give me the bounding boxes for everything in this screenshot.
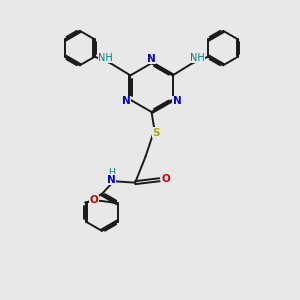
Text: NH: NH (98, 52, 113, 63)
Text: O: O (162, 174, 170, 184)
Text: N: N (147, 54, 156, 64)
Text: H: H (108, 168, 115, 177)
Text: N: N (107, 175, 116, 185)
Text: O: O (90, 195, 98, 205)
Text: N: N (122, 96, 130, 106)
Text: NH: NH (190, 52, 205, 63)
Text: N: N (173, 96, 182, 106)
Text: S: S (152, 128, 160, 138)
